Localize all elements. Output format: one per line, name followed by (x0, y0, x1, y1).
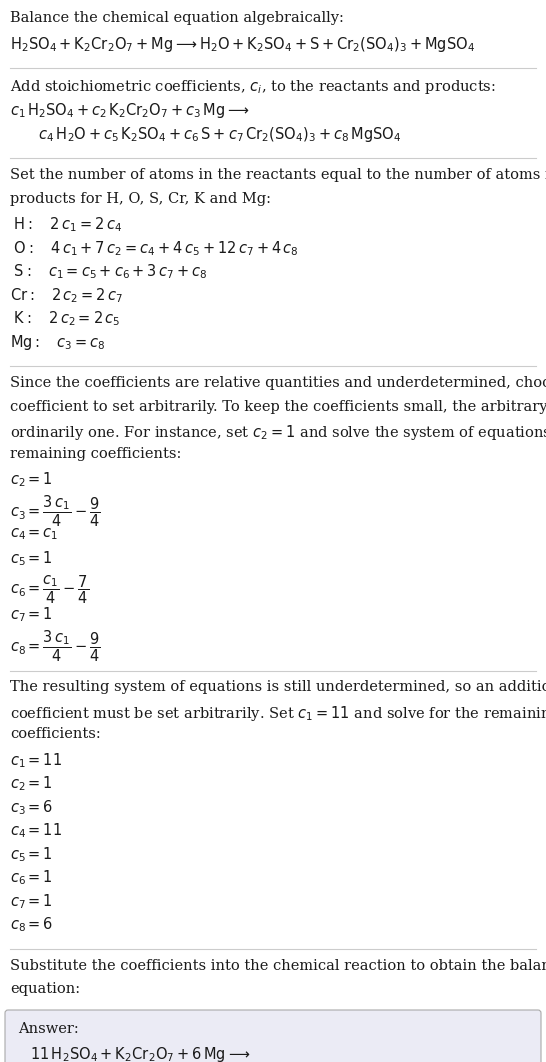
Text: $\;\mathrm{S:}\quad c_1 = c_5 + c_6 + 3\,c_7 + c_8$: $\;\mathrm{S:}\quad c_1 = c_5 + c_6 + 3\… (10, 262, 207, 281)
Text: $c_6 = \dfrac{c_1}{4} - \dfrac{7}{4}$: $c_6 = \dfrac{c_1}{4} - \dfrac{7}{4}$ (10, 573, 89, 605)
Text: $c_4 = 11$: $c_4 = 11$ (10, 822, 62, 840)
Text: Substitute the coefficients into the chemical reaction to obtain the balanced: Substitute the coefficients into the che… (10, 959, 546, 973)
Text: Since the coefficients are relative quantities and underdetermined, choose a: Since the coefficients are relative quan… (10, 377, 546, 391)
Text: Answer:: Answer: (18, 1022, 79, 1037)
Text: Set the number of atoms in the reactants equal to the number of atoms in the: Set the number of atoms in the reactants… (10, 169, 546, 183)
Text: equation:: equation: (10, 982, 80, 996)
Text: $\;\mathrm{H:}\quad 2\,c_1 = 2\,c_4$: $\;\mathrm{H:}\quad 2\,c_1 = 2\,c_4$ (10, 216, 122, 235)
Text: $\;\mathrm{O:}\quad 4\,c_1 + 7\,c_2 = c_4 + 4\,c_5 + 12\,c_7 + 4\,c_8$: $\;\mathrm{O:}\quad 4\,c_1 + 7\,c_2 = c_… (10, 239, 299, 258)
Text: $c_5 = 1$: $c_5 = 1$ (10, 845, 53, 863)
Text: $\mathrm{Cr:}\quad 2\,c_2 = 2\,c_7$: $\mathrm{Cr:}\quad 2\,c_2 = 2\,c_7$ (10, 286, 123, 305)
Text: products for H, O, S, Cr, K and Mg:: products for H, O, S, Cr, K and Mg: (10, 192, 271, 206)
Text: $c_8 = 6$: $c_8 = 6$ (10, 915, 54, 935)
Text: $c_2 = 1$: $c_2 = 1$ (10, 774, 53, 793)
Text: $c_3 = 6$: $c_3 = 6$ (10, 798, 54, 817)
Text: $c_5 = 1$: $c_5 = 1$ (10, 549, 53, 568)
Text: coefficient must be set arbitrarily. Set $c_1 = 11$ and solve for the remaining: coefficient must be set arbitrarily. Set… (10, 704, 546, 723)
Text: Add stoichiometric coefficients, $c_i$, to the reactants and products:: Add stoichiometric coefficients, $c_i$, … (10, 78, 496, 96)
Text: $c_7 = 1$: $c_7 = 1$ (10, 892, 53, 911)
Text: $c_1 = 11$: $c_1 = 11$ (10, 751, 62, 770)
Text: $11\,\mathrm{H_2SO_4} + \mathrm{K_2Cr_2O_7} + 6\,\mathrm{Mg} \longrightarrow$: $11\,\mathrm{H_2SO_4} + \mathrm{K_2Cr_2O… (30, 1045, 250, 1062)
Text: $c_7 = 1$: $c_7 = 1$ (10, 605, 53, 623)
Text: $c_4 = c_1$: $c_4 = c_1$ (10, 526, 58, 542)
Text: $c_8 = \dfrac{3\,c_1}{4} - \dfrac{9}{4}$: $c_8 = \dfrac{3\,c_1}{4} - \dfrac{9}{4}$ (10, 629, 100, 664)
Text: $\mathrm{H_2SO_4 + K_2Cr_2O_7 + Mg} \longrightarrow \mathrm{H_2O + K_2SO_4 + S +: $\mathrm{H_2SO_4 + K_2Cr_2O_7 + Mg} \lon… (10, 34, 475, 53)
Text: $c_3 = \dfrac{3\,c_1}{4} - \dfrac{9}{4}$: $c_3 = \dfrac{3\,c_1}{4} - \dfrac{9}{4}$ (10, 494, 100, 529)
Text: ordinarily one. For instance, set $c_2 = 1$ and solve the system of equations fo: ordinarily one. For instance, set $c_2 =… (10, 424, 546, 443)
Text: coefficients:: coefficients: (10, 727, 101, 741)
Text: $\;\mathrm{K:}\quad 2\,c_2 = 2\,c_5$: $\;\mathrm{K:}\quad 2\,c_2 = 2\,c_5$ (10, 309, 121, 328)
Text: remaining coefficients:: remaining coefficients: (10, 447, 181, 461)
Text: $\qquad c_4\,\mathrm{H_2O} + c_5\,\mathrm{K_2SO_4} + c_6\,\mathrm{S} + c_7\,\mat: $\qquad c_4\,\mathrm{H_2O} + c_5\,\mathr… (10, 125, 401, 144)
Text: $c_1\,\mathrm{H_2SO_4} + c_2\,\mathrm{K_2Cr_2O_7} + c_3\,\mathrm{Mg} \longrighta: $c_1\,\mathrm{H_2SO_4} + c_2\,\mathrm{K_… (10, 102, 250, 120)
Text: $\mathrm{Mg:}\quad c_3 = c_8$: $\mathrm{Mg:}\quad c_3 = c_8$ (10, 333, 105, 352)
Text: $c_2 = 1$: $c_2 = 1$ (10, 470, 53, 490)
Text: $c_6 = 1$: $c_6 = 1$ (10, 869, 53, 887)
FancyBboxPatch shape (5, 1010, 541, 1062)
Text: coefficient to set arbitrarily. To keep the coefficients small, the arbitrary va: coefficient to set arbitrarily. To keep … (10, 400, 546, 414)
Text: The resulting system of equations is still underdetermined, so an additional: The resulting system of equations is sti… (10, 681, 546, 695)
Text: Balance the chemical equation algebraically:: Balance the chemical equation algebraica… (10, 11, 344, 25)
